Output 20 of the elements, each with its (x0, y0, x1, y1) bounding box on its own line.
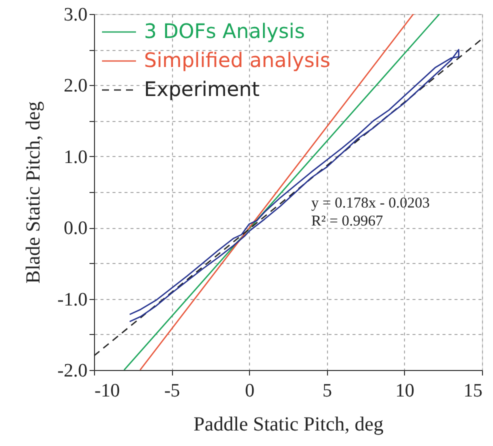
line-series (129, 48, 460, 322)
annotation: R² = 0.9967 (311, 214, 384, 230)
x-tick-label: 10 (395, 380, 414, 402)
annotation: y = 0.178x - 0.0203 (311, 196, 430, 212)
y-tick-label: -1.0 (57, 289, 88, 310)
legend-label: Experiment (144, 77, 260, 101)
x-tick-label: -10 (94, 380, 120, 402)
x-tick-label: 0 (244, 380, 254, 402)
y-tick-label: 1.0 (64, 146, 88, 168)
legend-label: Simplified analysis (144, 48, 330, 72)
x-tick-label: -5 (164, 380, 180, 402)
y-tick-label: 3.0 (64, 4, 88, 26)
y-tick-label: 0.0 (64, 218, 88, 240)
x-tick-label: 5 (322, 380, 332, 402)
y-tick-label: 2.0 (64, 76, 88, 97)
y-axis-title: Blade Static Pitch, deg (22, 101, 44, 284)
x-axis-title: Paddle Static Pitch, deg (194, 414, 384, 436)
y-tick-label: -2.0 (57, 360, 88, 382)
x-tick-label: 15 (464, 380, 482, 402)
legend-label: 3 DOFs Analysis (144, 19, 305, 43)
